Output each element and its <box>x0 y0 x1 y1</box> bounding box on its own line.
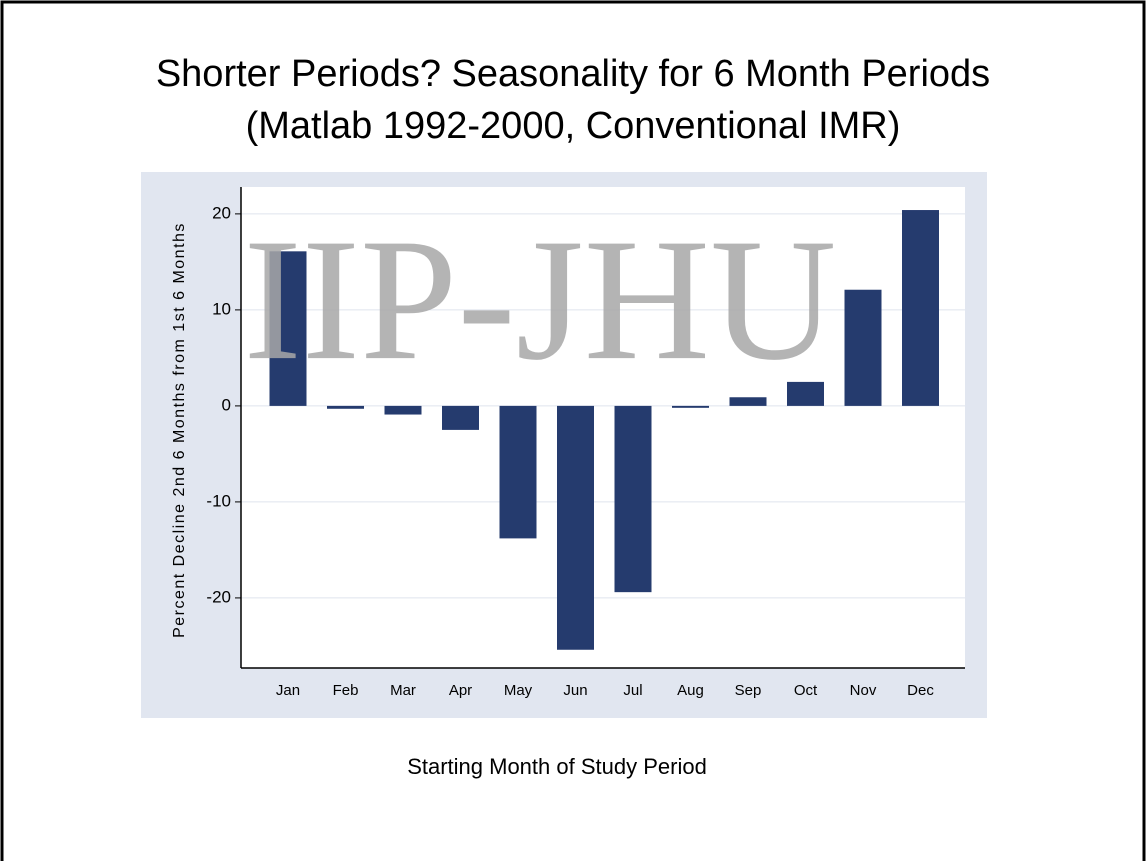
watermark: IIP-JHU <box>243 202 836 396</box>
bar <box>557 405 594 650</box>
x-tick-label: Sep <box>735 682 762 699</box>
y-tick-label: 10 <box>212 299 231 318</box>
x-axis-label: Starting Month of Study Period <box>407 754 707 779</box>
bar <box>672 405 709 408</box>
y-tick-label: 0 <box>222 395 231 414</box>
y-tick-label: 20 <box>212 203 231 222</box>
bar <box>327 405 364 409</box>
y-tick-label: -10 <box>206 491 231 510</box>
y-tick-label: -20 <box>206 587 231 606</box>
x-tick-label: Dec <box>907 682 934 699</box>
x-tick-label: Nov <box>850 682 877 699</box>
bar <box>269 251 307 406</box>
x-tick-label: Apr <box>449 682 472 699</box>
chart-subtitle: (Matlab 1992-2000, Conventional IMR) <box>246 105 901 147</box>
x-tick-label: Jul <box>623 682 642 699</box>
x-tick-label: Oct <box>794 682 818 699</box>
chart-title: Shorter Periods? Seasonality for 6 Month… <box>156 53 990 95</box>
bar <box>384 405 422 415</box>
plot-area <box>241 187 965 668</box>
bar <box>729 397 767 406</box>
bar <box>499 405 537 539</box>
x-tick-label: Aug <box>677 682 704 699</box>
x-tick-label: May <box>504 682 533 699</box>
x-tick-label: Jan <box>276 682 300 699</box>
y-axis-label: Percent Decline 2nd 6 Months from 1st 6 … <box>171 222 188 638</box>
x-tick-label: Jun <box>563 682 587 699</box>
x-tick-label: Feb <box>333 682 359 699</box>
bar <box>902 210 939 406</box>
bar <box>787 381 824 406</box>
bar <box>442 405 479 430</box>
x-tick-label: Mar <box>390 682 416 699</box>
bar <box>844 289 882 406</box>
bar <box>614 405 652 593</box>
